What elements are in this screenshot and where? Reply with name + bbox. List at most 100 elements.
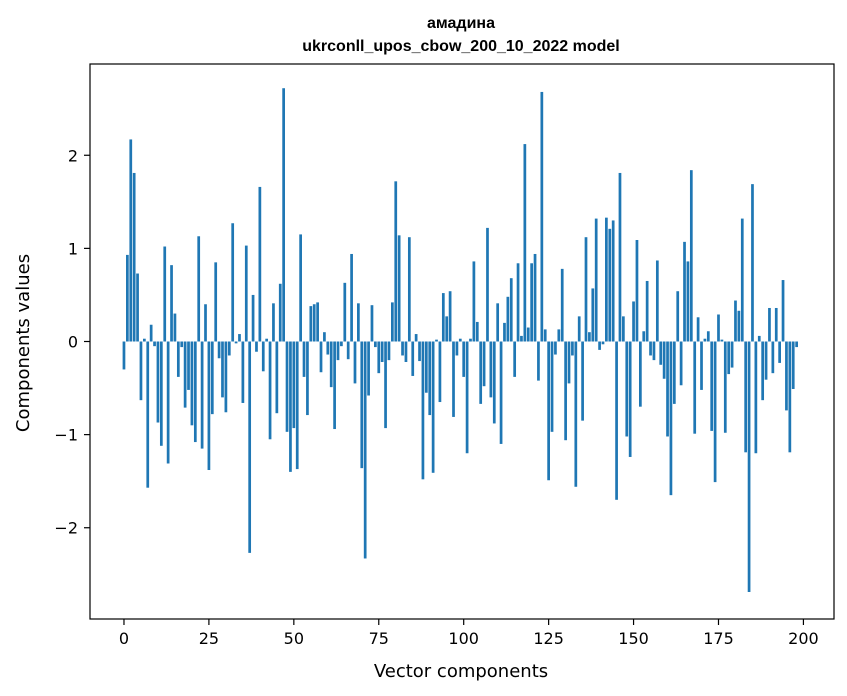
bar-129 (560, 268, 564, 342)
bar-61 (329, 341, 333, 388)
y-tick-label: 1 (68, 239, 78, 258)
bar-92 (435, 339, 438, 342)
bar-183 (744, 341, 748, 453)
bar-5 (139, 341, 143, 401)
bar-165 (683, 241, 686, 342)
bar-176 (720, 339, 724, 342)
bar-87 (418, 341, 421, 362)
y-axis-ticks: −2 −1 0 1 2 (54, 146, 90, 538)
bar-101 (465, 341, 469, 454)
bar-148 (625, 341, 629, 437)
bar-77 (384, 341, 387, 429)
bar-145 (615, 341, 618, 500)
bar-192 (774, 307, 778, 342)
bar-126 (550, 341, 554, 432)
bar-81 (397, 235, 401, 342)
bar-22 (197, 236, 201, 342)
bar-149 (628, 341, 632, 457)
bar-12 (163, 246, 167, 342)
bar-180 (734, 300, 737, 342)
x-tick-label: 125 (533, 629, 564, 648)
bar-0 (122, 341, 126, 370)
bar-98 (455, 341, 459, 356)
bar-185 (751, 184, 754, 342)
bar-69 (357, 303, 360, 342)
bar-116 (516, 263, 520, 342)
bar-74 (374, 341, 377, 348)
bar-109 (492, 341, 496, 424)
bar-95 (445, 316, 449, 342)
bar-3 (132, 172, 136, 342)
bar-102 (469, 338, 472, 342)
bar-18 (183, 341, 187, 408)
bar-174 (713, 341, 717, 483)
bar-158 (659, 341, 663, 365)
bar-19 (187, 341, 190, 390)
bar-124 (543, 329, 547, 342)
plot-frame (89, 63, 835, 620)
chart-subtitle: ukrconll_upos_cbow_200_10_2022 model (302, 38, 619, 55)
bar-130 (564, 341, 567, 441)
bar-156 (652, 341, 656, 361)
bar-131 (567, 341, 571, 384)
bar-52 (299, 234, 302, 342)
bar-182 (740, 218, 744, 342)
bar-171 (703, 338, 707, 342)
bar-13 (166, 341, 170, 464)
bar-146 (618, 172, 622, 342)
bar-173 (710, 341, 714, 431)
bar-54 (306, 341, 309, 416)
bar-150 (632, 301, 635, 342)
bar-195 (785, 341, 788, 411)
bar-49 (289, 341, 292, 472)
bar-9 (153, 341, 156, 347)
bar-190 (768, 307, 771, 342)
y-tick-label: 2 (68, 146, 78, 165)
bar-136 (584, 237, 588, 342)
bar-72 (367, 341, 370, 396)
y-tick-label: −1 (54, 426, 78, 445)
chart-title: амадина (427, 15, 495, 32)
bar-119 (526, 327, 530, 342)
bar-121 (533, 253, 537, 342)
bar-40 (258, 186, 262, 342)
bar-60 (326, 341, 330, 355)
bar-179 (730, 341, 734, 368)
bar-91 (431, 341, 435, 473)
bar-24 (204, 304, 207, 342)
bar-115 (513, 341, 517, 377)
bar-194 (781, 280, 785, 342)
bar-196 (788, 341, 792, 453)
bar-50 (292, 341, 296, 429)
bar-135 (581, 341, 584, 421)
bar-79 (391, 302, 394, 342)
bar-67 (350, 253, 353, 342)
bar-123 (540, 91, 544, 342)
bar-75 (377, 341, 381, 374)
bar-152 (639, 341, 642, 407)
bar-159 (662, 341, 666, 379)
bar-172 (706, 331, 710, 342)
bar-96 (448, 291, 452, 342)
bar-168 (693, 341, 697, 434)
bar-97 (452, 341, 455, 417)
bar-78 (387, 341, 391, 361)
bar-167 (689, 170, 693, 342)
bar-53 (302, 341, 306, 377)
bar-10 (156, 341, 160, 423)
y-tick-label: −2 (54, 519, 78, 538)
bar-104 (475, 321, 479, 342)
bar-31 (227, 341, 231, 356)
bar-107 (486, 227, 489, 342)
bar-181 (737, 310, 741, 342)
bar-143 (608, 228, 612, 342)
bar-188 (761, 341, 765, 401)
bar-114 (509, 278, 513, 342)
bar-117 (520, 335, 523, 342)
bar-25 (207, 341, 211, 471)
bar-33 (234, 341, 238, 344)
bar-2 (129, 139, 133, 342)
bar-99 (458, 338, 462, 342)
bar-120 (530, 263, 533, 342)
bar-16 (176, 341, 180, 377)
